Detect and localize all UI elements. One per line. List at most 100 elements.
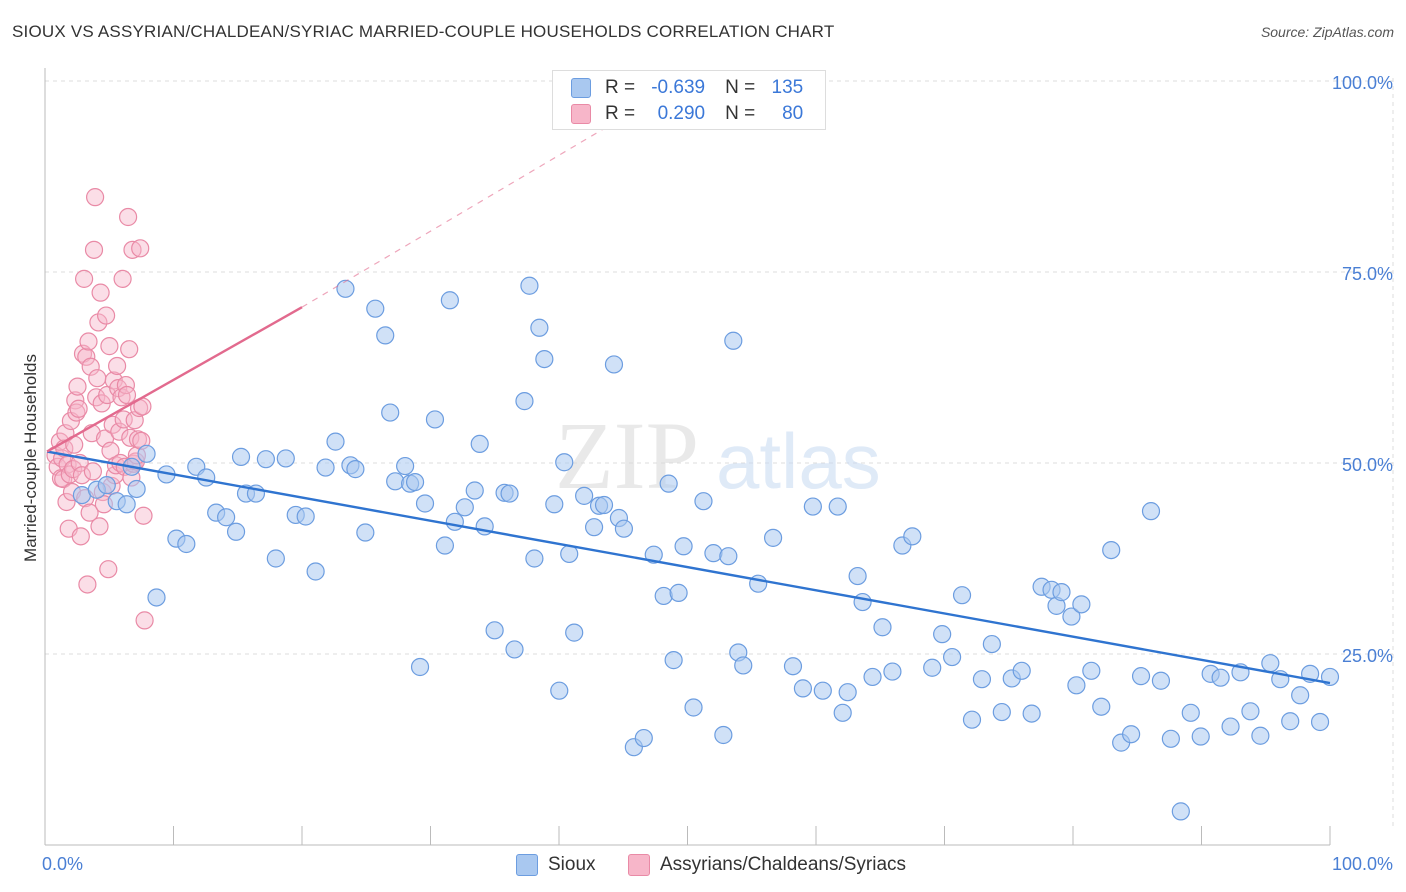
source-label: Source: ZipAtlas.com — [1260, 24, 1394, 40]
sioux-point — [435, 536, 455, 555]
sioux-point — [734, 656, 753, 675]
trend-lines — [46, 118, 1331, 685]
assyrian-point — [85, 188, 105, 207]
assyrian-point — [83, 462, 103, 481]
sioux-point — [833, 703, 852, 722]
sioux-point — [903, 527, 922, 546]
assyrian-point — [135, 611, 154, 630]
assyrian-point — [100, 337, 119, 356]
sioux-point — [669, 583, 688, 602]
assyrian-point — [79, 332, 98, 351]
bottom-legend-sioux: Sioux — [516, 852, 596, 878]
sioux-point — [694, 492, 713, 511]
assyrian-point — [91, 283, 110, 302]
sioux-point — [604, 355, 624, 374]
assyrian-point — [90, 517, 109, 536]
sioux-point — [415, 494, 435, 513]
sioux-point — [231, 447, 251, 466]
assyrian-point — [116, 375, 136, 395]
series-sioux — [72, 276, 1340, 821]
sioux-point — [584, 518, 604, 537]
sioux-point — [813, 681, 832, 700]
sioux-point — [992, 702, 1011, 722]
sioux-point — [555, 453, 574, 472]
assyrian-point — [103, 415, 122, 434]
assyrian-point — [123, 240, 142, 259]
bottom-legend-label-sioux: Sioux — [548, 854, 596, 875]
assyrian-point — [69, 399, 88, 418]
sioux-point — [226, 522, 246, 541]
assyrian-point — [88, 369, 107, 388]
legend-row-assyrian: R = 0.290 N = 80 — [571, 101, 803, 127]
sioux-point — [719, 547, 738, 566]
sioux-point — [1052, 583, 1071, 602]
sioux-point — [445, 512, 464, 531]
legend-n-label: N = — [725, 103, 756, 124]
sioux-point — [1161, 729, 1180, 748]
sioux-point — [1151, 671, 1171, 690]
sioux-point — [530, 318, 549, 337]
legend-n-label: N = — [725, 77, 756, 98]
sioux-point — [1181, 703, 1200, 722]
sioux-point — [1012, 661, 1031, 680]
sioux-point — [366, 299, 385, 318]
sioux-point — [1310, 712, 1330, 732]
y-tick-label-25: 25.0% — [1342, 646, 1393, 666]
y-tick-label-75: 75.0% — [1342, 264, 1393, 284]
sioux-point — [873, 618, 892, 637]
assyrian-point — [107, 356, 127, 376]
sioux-point — [256, 450, 275, 469]
assyrian-point — [57, 492, 76, 512]
sioux-point — [316, 458, 335, 477]
sioux-point — [520, 276, 539, 295]
sioux-point — [803, 497, 822, 516]
assyrian-point — [78, 575, 97, 594]
sioux-point — [644, 545, 663, 564]
sioux-point — [405, 473, 425, 492]
sioux-point — [674, 537, 693, 556]
assyrian-point — [134, 506, 153, 525]
y-tick-labels: 25.0% 50.0% 75.0% 100.0% — [1332, 73, 1393, 666]
sioux-point — [336, 279, 355, 298]
sioux-point — [1022, 704, 1041, 723]
sioux-point — [1082, 661, 1101, 680]
sioux-point — [664, 651, 683, 670]
sioux-point — [684, 698, 703, 717]
sioux-point — [982, 634, 1001, 654]
sioux-point — [376, 326, 395, 345]
sioux-point — [381, 403, 400, 422]
assyrian-point — [96, 306, 116, 325]
sioux-point — [525, 549, 544, 568]
sioux-point — [1281, 712, 1300, 731]
sioux-point — [659, 474, 678, 493]
sioux-point — [793, 679, 813, 698]
series-assyrian — [46, 188, 154, 630]
sioux-point — [1291, 686, 1310, 705]
sioux-point — [1241, 702, 1260, 721]
assyrian-point — [113, 269, 132, 288]
sioux-point — [296, 507, 315, 526]
y-tick-label-50: 50.0% — [1342, 455, 1393, 475]
sioux-point — [848, 566, 867, 586]
sioux-point — [704, 544, 723, 563]
assyrian-point — [121, 428, 140, 447]
sioux-point — [565, 623, 584, 642]
legend-r-label: R = — [605, 77, 636, 98]
sioux-point — [465, 481, 484, 500]
sioux-point — [410, 657, 430, 677]
legend-r-value-assyrian: 0.290 — [657, 103, 706, 124]
assyrian-point — [99, 560, 118, 579]
sioux-point — [1171, 802, 1190, 821]
axes — [44, 68, 1331, 846]
legend-r-value-sioux: -0.639 — [651, 77, 706, 98]
sioux-point — [346, 460, 365, 479]
sioux-point — [515, 392, 534, 411]
sioux-point — [276, 449, 295, 468]
sioux-point — [1092, 697, 1111, 716]
legend-r-label: R = — [605, 103, 636, 124]
sioux-point — [1191, 727, 1210, 746]
assyrian-point — [84, 240, 104, 259]
legend-swatch-assyrian — [571, 104, 591, 124]
sioux-point — [147, 588, 166, 607]
sioux-point — [545, 495, 564, 514]
